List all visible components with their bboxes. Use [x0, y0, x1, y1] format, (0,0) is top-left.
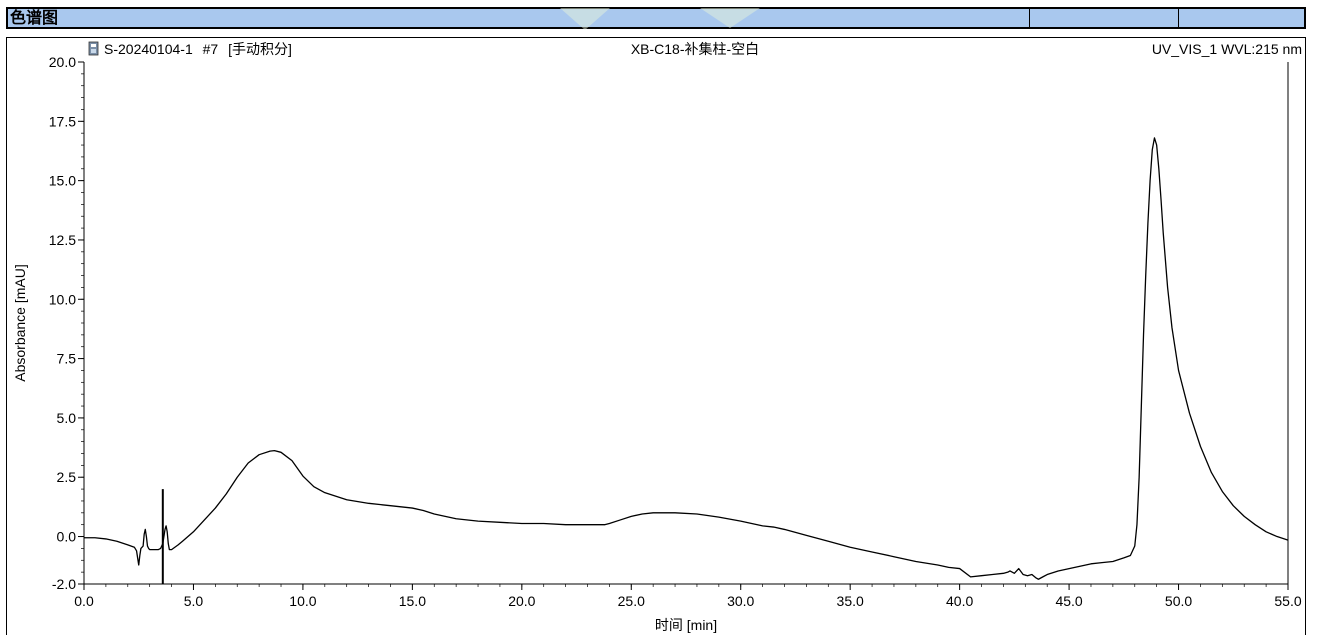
series-line [84, 137, 1289, 580]
y-axis-label: Absorbance [mAU] [12, 264, 28, 382]
x-tick-label: 25.0 [618, 593, 645, 609]
x-axis-ticks: 0.0 5.0 10.0 15.0 20.0 25.0 30.0 35.0 40.0 45.0 50… [74, 584, 1302, 609]
integration-mode: [手动积分] [228, 41, 292, 57]
channel-label: UV_VIS_1 WVL:215 nm [1152, 41, 1302, 57]
document-icon [88, 41, 99, 56]
x-tick-label: 35.0 [837, 593, 864, 609]
x-tick-label: 30.0 [727, 593, 754, 609]
x-tick-label: 55.0 [1274, 593, 1301, 609]
header-cell-1 [1029, 9, 1180, 27]
y-tick-label: 2.5 [57, 469, 77, 485]
chart-frame [6, 37, 1306, 635]
y-tick-label: 20.0 [49, 54, 76, 70]
x-axis-label: 时间 [min] [655, 617, 717, 633]
chart-title: XB-C18-补集柱-空白 [631, 41, 759, 57]
chart-header: S-20240104-1 #7 [手动积分] XB-C18-补集柱-空白 UV_… [88, 41, 1302, 57]
y-tick-label: 7.5 [57, 351, 77, 367]
y-tick-label: 5.0 [57, 410, 77, 426]
y-axis-ticks: -2.0 0.0 2.5 5.0 7.5 10.0 12.5 15.0 17.5 20.0 [49, 54, 84, 592]
y-tick-label: 17.5 [49, 113, 76, 129]
x-tick-label: 20.0 [508, 593, 535, 609]
x-tick-label: 50.0 [1165, 593, 1192, 609]
x-tick-label: 0.0 [74, 593, 94, 609]
x-tick-label: 10.0 [289, 593, 316, 609]
header-cell-2 [1178, 9, 1305, 27]
x-tick-label: 5.0 [184, 593, 204, 609]
watermark-shape [560, 8, 760, 30]
y-tick-label: 15.0 [49, 173, 76, 189]
x-tick-label: 40.0 [946, 593, 973, 609]
y-tick-label: 12.5 [49, 232, 76, 248]
injection-number: #7 [203, 41, 219, 57]
x-tick-label: 45.0 [1055, 593, 1082, 609]
sample-label: S-20240104-1 #7 [手动积分] [104, 41, 292, 57]
y-tick-label: 10.0 [49, 291, 76, 307]
sample-name: S-20240104-1 [104, 41, 193, 57]
x-tick-label: 15.0 [399, 593, 426, 609]
chromatogram-header-bar: 色谱图 [6, 7, 1306, 29]
chromatogram-header-title: 色谱图 [10, 10, 59, 27]
y-tick-label: -2.0 [52, 576, 76, 592]
plot-area [83, 62, 1289, 585]
y-tick-label: 0.0 [57, 529, 77, 545]
